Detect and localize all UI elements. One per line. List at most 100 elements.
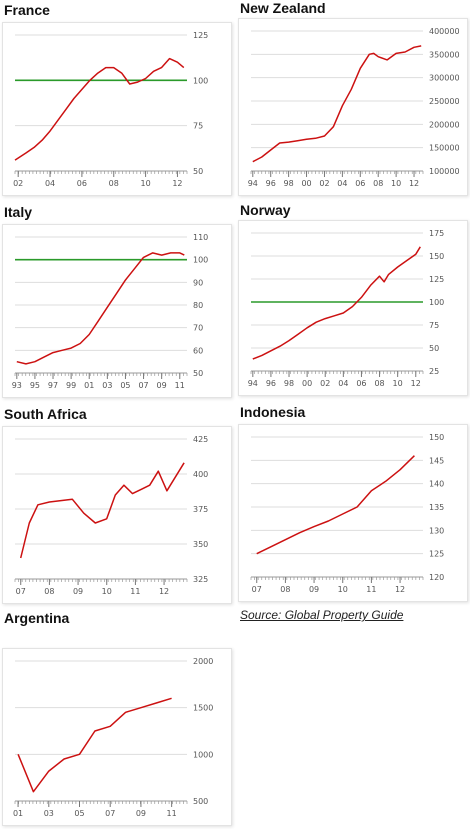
y-tick-label: 75 — [429, 321, 439, 330]
x-tick-label: 99 — [66, 381, 76, 390]
x-tick-label: 96 — [266, 179, 276, 188]
chart-norway: 175 150 125 100 75 50 25 94 96 98 00 02 04 06 08 10 12 — [248, 229, 445, 388]
y-tick-label: 50 — [193, 369, 203, 378]
y-tick-label: 150000 — [429, 144, 460, 153]
y-tick-label: 150 — [429, 252, 444, 261]
x-tick-label: 04 — [337, 179, 347, 188]
chart-argentina: 2000 1500 1000 500 01 03 05 07 09 11 — [13, 657, 213, 818]
y-tick-label: 375 — [193, 505, 208, 514]
x-tick-label: 94 — [248, 379, 258, 388]
chart-title-argentina: Argentina — [4, 610, 70, 626]
y-tick-label: 90 — [193, 278, 203, 287]
y-tick-label: 125 — [429, 275, 444, 284]
y-tick-label: 110 — [193, 233, 208, 242]
chart-panel-norway: 175 150 125 100 75 50 25 94 96 98 00 02 04 06 08 10 12 — [238, 220, 468, 396]
series-line — [252, 45, 422, 163]
chart-south-africa: 425 400 375 350 325 07 08 09 10 11 12 — [14, 435, 208, 596]
series-line — [16, 252, 185, 365]
x-tick-label: 95 — [30, 381, 40, 390]
x-tick-label: 02 — [319, 179, 329, 188]
x-tick-label: 10 — [102, 587, 112, 596]
chart-title-italy: Italy — [4, 204, 33, 220]
x-tick-label: 12 — [395, 585, 405, 594]
y-tick-label: 350000 — [429, 50, 460, 59]
y-tick-label: 325 — [193, 575, 208, 584]
y-tick-label: 140 — [429, 480, 444, 489]
chart-panel-new-zealand: 400000 350000 300000 250000 200000 150000 1000… — [238, 18, 468, 196]
y-tick-label: 175 — [429, 229, 444, 238]
x-tick-label: 12 — [409, 179, 419, 188]
chart-france: 125 100 75 50 02 04 06 08 10 12 — [13, 31, 208, 188]
y-tick-label: 100 — [193, 256, 208, 265]
chart-title-new-zealand: New Zealand — [240, 0, 326, 16]
x-tick-label: 97 — [48, 381, 58, 390]
y-tick-label: 1500 — [193, 704, 213, 713]
chart-panel-france: 125 100 75 50 02 04 06 08 10 12 — [2, 22, 232, 196]
x-tick-label: 07 — [138, 381, 148, 390]
y-tick-label: 300000 — [429, 74, 460, 83]
y-tick-label: 100 — [429, 298, 444, 307]
series-line — [19, 462, 185, 559]
x-tick-label: 06 — [355, 179, 365, 188]
x-tick-label: 98 — [284, 179, 294, 188]
x-tick-label: 08 — [109, 179, 119, 188]
y-tick-label: 200000 — [429, 120, 460, 129]
y-tick-label: 125 — [429, 550, 444, 559]
x-tick-label: 11 — [366, 585, 376, 594]
chart-panel-indonesia: 150 145 140 135 130 125 120 07 08 09 10 11 12 — [238, 424, 468, 602]
y-tick-label: 100 — [193, 76, 208, 85]
x-tick-label: 96 — [266, 379, 276, 388]
y-tick-label: 250000 — [429, 97, 460, 106]
chart-panel-south-africa: 425 400 375 350 325 07 08 09 10 11 12 — [2, 426, 232, 604]
y-tick-label: 130 — [429, 526, 444, 535]
x-tick-label: 02 — [13, 179, 23, 188]
series-line — [256, 455, 415, 555]
chart-panel-italy: 110 100 90 80 70 60 50 93 95 97 99 01 03 05 07 09 11 — [2, 224, 232, 398]
x-tick-label: 94 — [248, 179, 258, 188]
y-tick-label: 2000 — [193, 657, 213, 666]
x-tick-label: 11 — [130, 587, 140, 596]
y-tick-label: 80 — [193, 301, 203, 310]
x-tick-label: 01 — [13, 809, 23, 818]
x-tick-label: 06 — [356, 379, 366, 388]
x-tick-label: 05 — [74, 809, 84, 818]
x-tick-label: 04 — [338, 379, 348, 388]
x-tick-label: 01 — [84, 381, 94, 390]
y-tick-label: 25 — [429, 367, 439, 376]
y-tick-label: 50 — [193, 167, 203, 176]
x-tick-label: 07 — [16, 587, 26, 596]
x-tick-label: 10 — [338, 585, 348, 594]
x-tick-label: 02 — [320, 379, 330, 388]
x-tick-label: 08 — [44, 587, 54, 596]
x-tick-label: 98 — [284, 379, 294, 388]
chart-new-zealand: 400000 350000 300000 250000 200000 150000 1000… — [248, 27, 460, 188]
series-line — [17, 697, 172, 793]
x-tick-label: 07 — [252, 585, 262, 594]
x-tick-label: 10 — [140, 179, 150, 188]
series-line — [14, 57, 185, 161]
x-tick-label: 09 — [73, 587, 83, 596]
y-tick-label: 400000 — [429, 27, 460, 36]
source-note[interactable]: Source: Global Property Guide — [240, 608, 404, 622]
x-tick-label: 06 — [77, 179, 87, 188]
y-tick-label: 135 — [429, 503, 444, 512]
y-tick-label: 70 — [193, 324, 203, 333]
chart-title-south-africa: South Africa — [4, 406, 87, 422]
x-tick-label: 00 — [301, 179, 311, 188]
x-tick-label: 11 — [167, 809, 177, 818]
chart-panel-argentina: 2000 1500 1000 500 01 03 05 07 09 11 — [2, 648, 232, 826]
x-tick-label: 93 — [12, 381, 22, 390]
y-tick-label: 125 — [193, 31, 208, 40]
x-tick-label: 07 — [105, 809, 115, 818]
y-tick-label: 425 — [193, 435, 208, 444]
x-tick-label: 03 — [102, 381, 112, 390]
chart-title-norway: Norway — [240, 202, 291, 218]
x-tick-label: 03 — [44, 809, 54, 818]
y-tick-label: 150 — [429, 433, 444, 442]
y-tick-label: 1000 — [193, 750, 213, 759]
y-tick-label: 100000 — [429, 167, 460, 176]
chart-indonesia: 150 145 140 135 130 125 120 07 08 09 10 11 12 — [250, 433, 444, 594]
x-tick-label: 11 — [175, 381, 185, 390]
y-tick-label: 400 — [193, 470, 208, 479]
y-tick-label: 75 — [193, 122, 203, 131]
